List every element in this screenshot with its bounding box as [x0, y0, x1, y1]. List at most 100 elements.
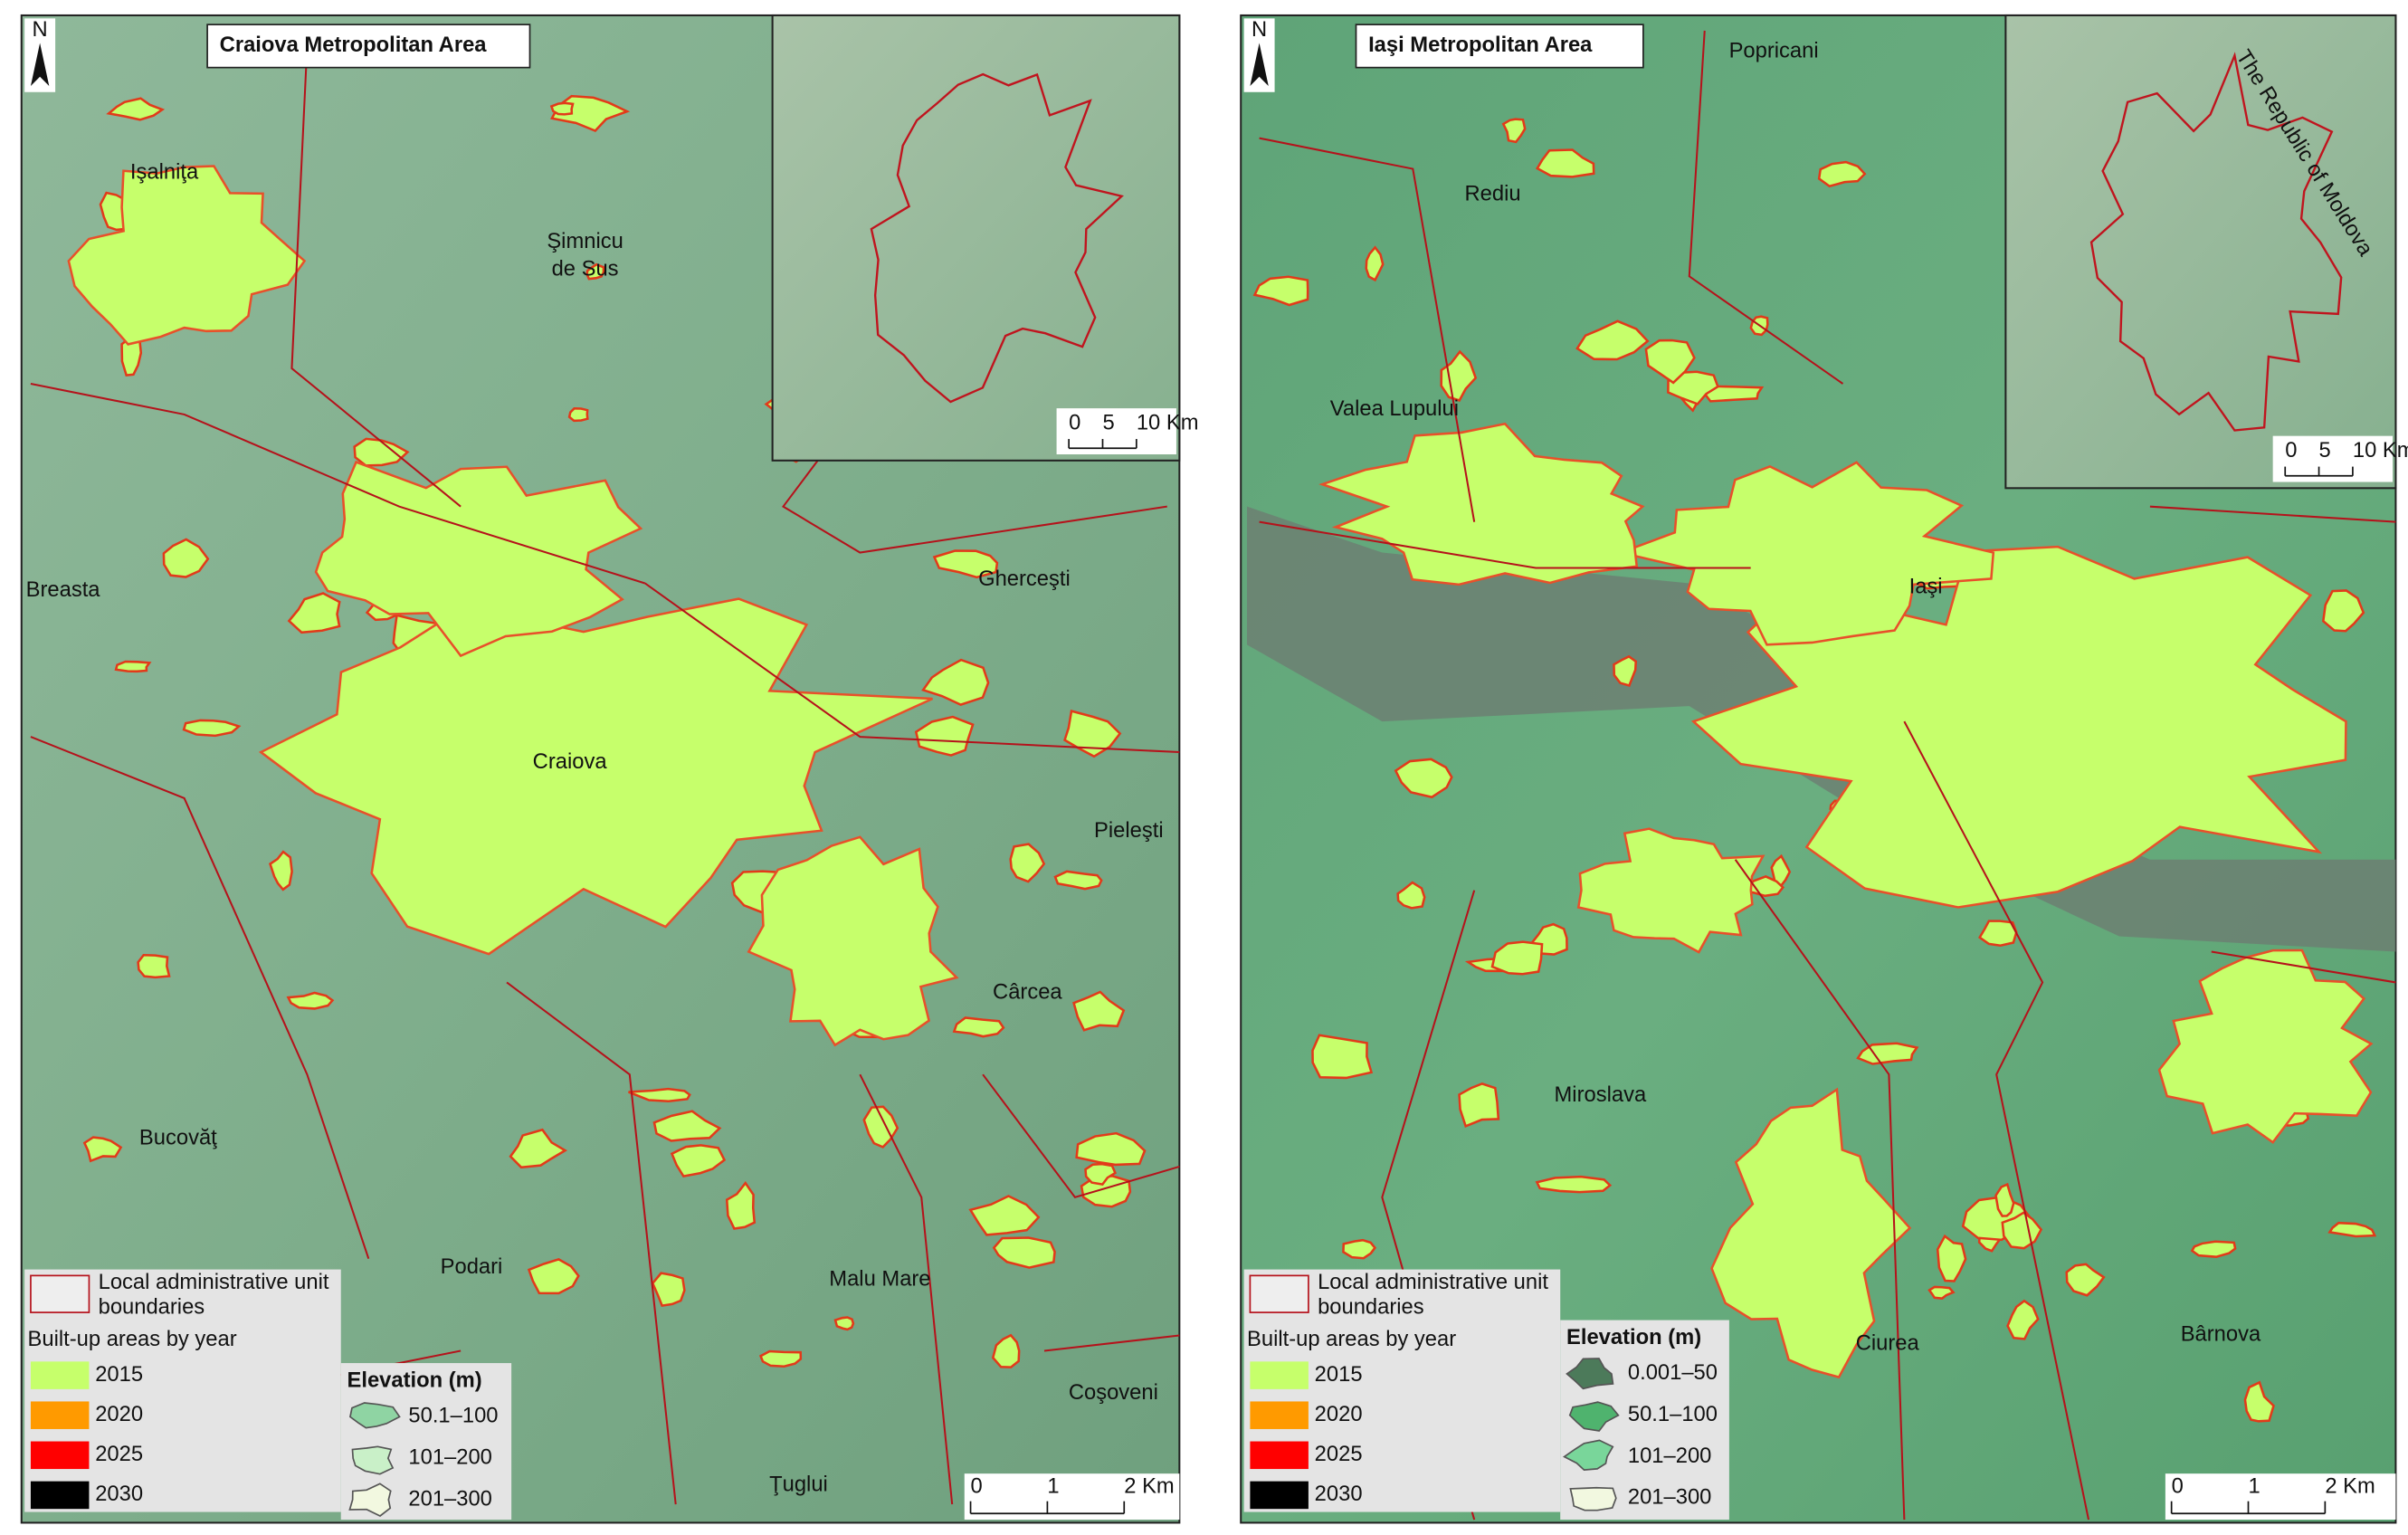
built-up-area [952, 1016, 1005, 1038]
built-up-area [1710, 1087, 1912, 1379]
built-up-area [1053, 870, 1103, 891]
place-label: Rediu [1465, 182, 1521, 206]
admin-boundary [1259, 137, 1476, 522]
built-up-area [114, 660, 152, 673]
built-up-area [2190, 1240, 2237, 1258]
built-up-area [1072, 990, 1126, 1032]
scale-label: 1 [1047, 1474, 1059, 1499]
built-up-area [509, 1128, 568, 1169]
built-up-area [1994, 1182, 2015, 1217]
built-up-area [991, 1333, 1021, 1368]
built-up-area [833, 1316, 855, 1331]
place-label-line: Şimnicu [547, 229, 623, 253]
built-up-area [968, 1195, 1041, 1236]
inset-scale-label: 5 [1102, 410, 1114, 434]
built-up-area [314, 460, 643, 658]
built-up-area [1311, 1034, 1374, 1080]
built-up-area [992, 1236, 1056, 1269]
built-up-area [1501, 118, 1527, 144]
built-up-area [2327, 1221, 2377, 1238]
inset-scale-box [2272, 435, 2394, 482]
built-up-area [1613, 654, 1638, 687]
built-up-area [258, 597, 933, 956]
place-label-line: Breasta [26, 577, 101, 602]
built-up-area [1977, 920, 2018, 948]
elevation-swatch [1569, 1486, 1617, 1511]
place-label: Craiova [533, 749, 608, 774]
built-up-area [1535, 1175, 1613, 1194]
built-up-area [652, 1110, 722, 1142]
legend-label: 2030 [95, 1482, 143, 1506]
built-up-area [2243, 1380, 2275, 1423]
place-label: Podari [441, 1254, 503, 1279]
elevation-swatch [1562, 1439, 1614, 1471]
legend-swatch [30, 1361, 90, 1389]
place-label-line: Podari [441, 1254, 503, 1279]
map-panel: Popricani Rediu Valea Lupului Iaşi Miroslava… [1240, 14, 2408, 1524]
built-up-area [2006, 1299, 2040, 1340]
legend-swatch [1250, 1361, 1309, 1389]
place-label-line: Craiova [533, 749, 608, 774]
map-title: Craiova Metropolitan Area [220, 33, 488, 57]
place-label: Valea Lupului [1330, 396, 1459, 421]
place-label: Malu Mare [829, 1267, 930, 1292]
built-up-area [1690, 545, 2347, 909]
built-up-area [269, 850, 293, 891]
place-label-line: Miroslava [1555, 1082, 1647, 1107]
title-box [206, 24, 531, 69]
scale-box [2165, 1473, 2396, 1521]
legend-label: boundaries [99, 1294, 205, 1319]
built-up-area [1490, 940, 1544, 976]
place-label-line: Bârnova [2181, 1322, 2261, 1347]
built-up-area [1075, 1131, 1147, 1167]
built-up-area [585, 262, 605, 281]
map-panel: Işalniţa Şimnicu de Sus Breasta Gherceşti Cra… [20, 14, 1199, 1524]
legend-label: 2020 [1315, 1402, 1363, 1426]
elevation-swatch [1566, 1358, 1614, 1390]
place-label-line: Malu Mare [829, 1267, 930, 1292]
place-label: Bucovăţ [139, 1126, 217, 1150]
north-label: N [33, 17, 48, 42]
elevation-swatch [351, 1445, 395, 1475]
built-up-area [1394, 758, 1453, 799]
inset-map [771, 14, 1181, 462]
elevation-swatch [348, 1483, 392, 1517]
scale-label: 1 [2249, 1474, 2260, 1499]
elevation-label: 50.1–100 [408, 1404, 498, 1428]
admin-boundary [782, 444, 1167, 554]
map-title: Iaşi Metropolitan Area [1368, 33, 1593, 57]
built-up-area [567, 407, 589, 423]
place-label: Cârcea [993, 980, 1062, 1005]
elevation-label: 0.001–50 [1628, 1360, 1718, 1385]
legend-label: boundaries [1318, 1294, 1424, 1319]
built-up-area [1927, 1285, 1956, 1300]
inset-scale-label: 0 [2285, 438, 2297, 462]
built-up-area [1396, 881, 1426, 910]
built-up-area [1365, 245, 1385, 282]
scale-label: 0 [2172, 1474, 2184, 1499]
elevation-label: 101–200 [1628, 1444, 1711, 1468]
place-label-line: Işalniţa [130, 160, 199, 185]
place-label-line: Pieleşti [1094, 819, 1164, 844]
inset-scale-label: 10 Km [1137, 410, 1199, 434]
place-label: Coşoveni [1069, 1380, 1158, 1405]
admin-boundary [982, 1073, 1180, 1199]
inset-map [2004, 14, 2397, 490]
place-label: Şimnicu de Sus [547, 229, 623, 281]
place-label-line: Coşoveni [1069, 1380, 1158, 1405]
place-label-line: Bucovăţ [139, 1126, 217, 1150]
built-up-area [747, 835, 959, 1047]
legend-swatch [30, 1481, 90, 1510]
legend-boundary-swatch [1249, 1274, 1309, 1313]
admin-boundary [30, 383, 646, 585]
built-up-area [1009, 843, 1046, 883]
elevation-swatch [348, 1402, 401, 1429]
built-up-area [725, 1180, 757, 1230]
built-up-area [1318, 422, 1645, 586]
admin-boundary [30, 736, 370, 1260]
built-up-area [1576, 827, 1766, 954]
built-up-area [2065, 1263, 2106, 1297]
inset-scale-label: 5 [2319, 438, 2331, 462]
place-label: Iaşi [1909, 575, 1943, 599]
